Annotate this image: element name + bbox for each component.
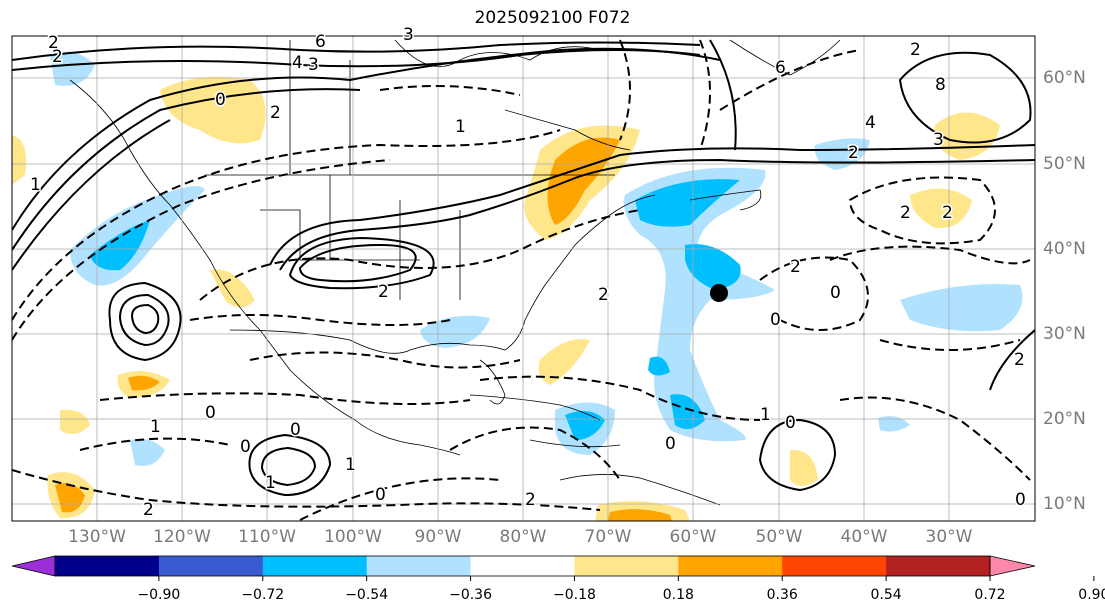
contour-label: 0: [785, 413, 796, 433]
dashed-contours: [12, 39, 1031, 521]
contour-label: 0: [205, 403, 216, 423]
colorbar: [11, 555, 1095, 581]
contour-label: 2: [525, 490, 536, 510]
lon-label: 40°W: [840, 527, 888, 547]
contour-label: 8: [935, 75, 946, 95]
contour-label: 0: [290, 420, 301, 440]
colorbar-tick-label: 0.54: [870, 587, 902, 603]
contour-label: 0: [830, 283, 841, 303]
contour-label: 6: [315, 32, 326, 52]
contour-label: 3: [403, 25, 414, 45]
lon-label: 50°W: [755, 527, 803, 547]
lat-label: 30°N: [1043, 324, 1086, 344]
lon-label: 90°W: [414, 527, 462, 547]
contour-label: 2: [942, 203, 953, 223]
contour-label: 2: [48, 33, 59, 53]
contour-label: 1: [345, 455, 356, 475]
lon-label: 130°W: [68, 527, 126, 547]
lon-label: 80°W: [499, 527, 547, 547]
contour-label: 2: [52, 47, 63, 67]
contour-label: 4: [865, 113, 876, 133]
colorbar-tick-label: 0.18: [662, 587, 694, 603]
contour-label: 1: [760, 405, 771, 425]
solid-contours: [12, 39, 1035, 497]
colorbar-extend-high: [989, 555, 1036, 577]
lon-label: 30°W: [925, 527, 973, 547]
contour-label: 2: [598, 285, 609, 305]
colorbar-segment: [262, 556, 368, 576]
contour-label: 3: [308, 55, 319, 75]
contour-label: 1: [150, 417, 161, 437]
colorbar-segment: [782, 556, 887, 576]
lat-label: 60°N: [1043, 68, 1086, 88]
lat-label: 40°N: [1043, 239, 1086, 259]
lon-label: 70°W: [584, 527, 632, 547]
lon-label: 120°W: [153, 527, 211, 547]
contour-label: 0: [375, 485, 386, 505]
contour-label: 2: [900, 203, 911, 223]
contour-label: 0: [215, 90, 226, 110]
lon-label: 110°W: [238, 527, 296, 547]
negative-anomaly-shading: [50, 51, 1023, 466]
colorbar-tick-label: −0.54: [345, 587, 389, 603]
colorbar-tick-label: 0.90: [1078, 587, 1105, 603]
colorbar-tick-label: 0.72: [974, 587, 1006, 603]
contour-label: 6: [775, 58, 786, 78]
colorbar-tick-label: 0.36: [766, 587, 798, 603]
contour-label: 2: [270, 103, 281, 123]
graticule: [12, 36, 1035, 521]
colorbar-segment: [574, 556, 679, 576]
contour-label: 2: [848, 143, 859, 163]
contour-label: 0: [240, 437, 251, 457]
lon-label: 60°W: [669, 527, 717, 547]
contour-label: 3: [933, 130, 944, 150]
lon-label: 100°W: [324, 527, 382, 547]
contour-label: 1: [455, 117, 466, 137]
colorbar-tick-label: −0.36: [449, 587, 492, 603]
colorbar-segment: [886, 556, 991, 576]
colorbar-segment: [366, 556, 472, 576]
lat-label: 20°N: [1043, 409, 1086, 429]
colorbar-tick-label: −0.90: [137, 587, 181, 603]
colorbar-segment: [158, 556, 264, 576]
contour-label: 1: [30, 175, 41, 195]
colorbar-segment: [470, 556, 575, 576]
colorbar-segment: [55, 556, 160, 576]
contour-label: 2: [1014, 350, 1025, 370]
contour-label: 2: [910, 40, 921, 60]
contour-label: 1: [265, 473, 276, 493]
colorbar-tick-label: −0.72: [241, 587, 285, 603]
contour-label: 2: [143, 500, 154, 520]
contour-label: 0: [665, 434, 676, 454]
colorbar-segment: [678, 556, 783, 576]
contour-label: 2: [790, 257, 801, 277]
contour-label: 0: [1015, 490, 1026, 510]
lat-label: 50°N: [1043, 154, 1086, 174]
contour-label: 0: [770, 310, 781, 330]
contour-label: 4: [292, 53, 303, 73]
lat-label: 10°N: [1043, 494, 1086, 514]
positive-anomaly-shading: [12, 76, 1000, 521]
storm-position-marker: [710, 284, 728, 302]
map-title: 2025092100 F072: [474, 8, 631, 28]
contour-label: 2: [378, 282, 389, 302]
colorbar-extend-low: [11, 555, 56, 577]
colorbar-tick-label: −0.18: [552, 587, 596, 603]
